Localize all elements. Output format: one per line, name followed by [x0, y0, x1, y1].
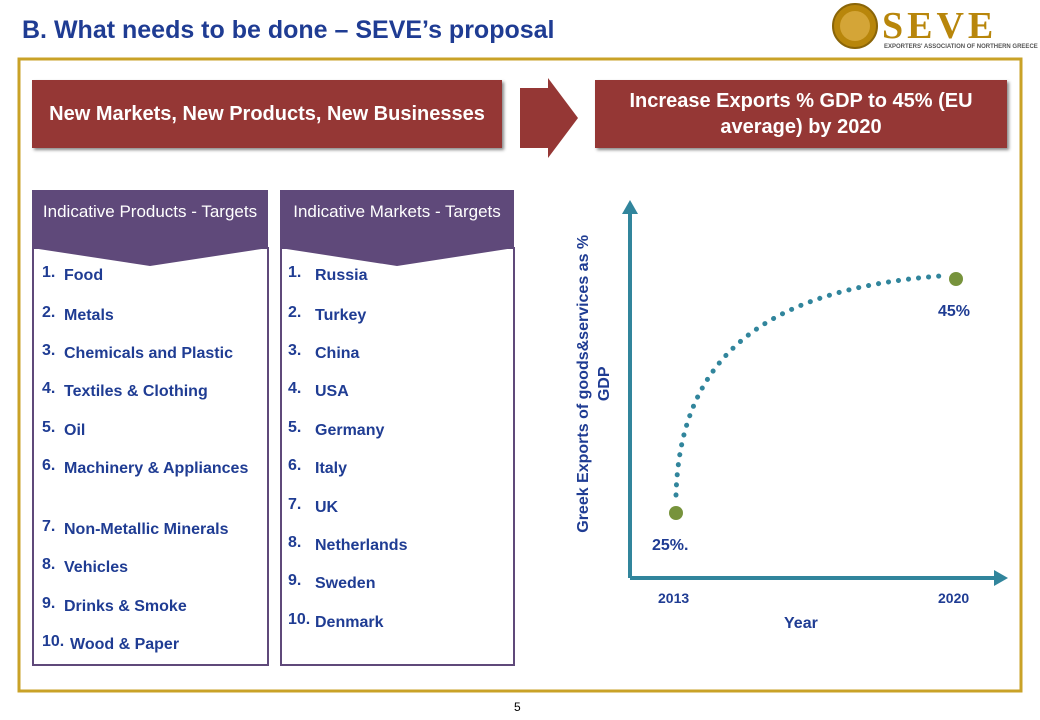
arrow	[520, 78, 578, 158]
list-item: 5. Germany	[288, 419, 508, 442]
item-text: Denmark	[315, 614, 384, 631]
item-text: Non-Metallic Minerals	[64, 521, 229, 538]
item-number: 2.	[288, 304, 302, 321]
list-header	[32, 190, 268, 266]
list-item: 8. Vehicles	[42, 556, 268, 579]
item-text: China	[315, 345, 360, 362]
item-number: 8.	[288, 534, 302, 551]
item-number: 4.	[288, 380, 302, 397]
item-number: 9.	[288, 572, 302, 589]
logo-coin-inner	[840, 11, 870, 41]
end-label: 45%	[938, 303, 971, 320]
item-text: Food	[64, 267, 104, 284]
list-item: 3. China	[288, 342, 508, 365]
item-number: 6.	[288, 457, 302, 474]
item-text: Machinery & Appliances	[64, 460, 249, 477]
page-number: 5	[514, 700, 521, 714]
item-number: 3.	[42, 342, 56, 359]
item-number: 3.	[288, 342, 302, 359]
item-text: Drinks & Smoke	[64, 598, 187, 615]
list-item: 4. Textiles & Clothing	[42, 380, 268, 403]
list-item: 7. Non-Metallic Minerals	[42, 518, 268, 541]
list-item: 10. Denmark	[288, 611, 508, 634]
item-text: Metals	[64, 307, 114, 324]
x-axis-arrow	[994, 570, 1008, 586]
item-text: Oil	[64, 422, 86, 439]
y-axis-arrow	[622, 200, 638, 214]
list-item: 6. Machinery & Appliances	[42, 457, 268, 480]
list-item: 10. Wood & Paper	[42, 633, 268, 656]
item-text: Textiles & Clothing	[64, 383, 208, 400]
item-number: 5.	[288, 419, 302, 436]
item-number: 8.	[42, 556, 56, 573]
item-number: 5.	[42, 419, 56, 436]
item-text: Netherlands	[315, 537, 408, 554]
item-number: 7.	[42, 518, 56, 535]
item-text: Sweden	[315, 575, 376, 592]
growth-curve	[673, 273, 943, 498]
y-axis-label: Greek Exports of goods&services as % GDP	[575, 234, 613, 533]
item-number: 7.	[288, 496, 302, 513]
item-number: 2.	[42, 304, 56, 321]
banner-right: Increase Exports % GDP to 45% (EU averag…	[595, 80, 1007, 148]
list-item: 1. Russia	[288, 264, 508, 287]
list-item: 5. Oil	[42, 419, 268, 442]
item-text: UK	[315, 499, 339, 516]
start-label: 25%.	[652, 537, 689, 554]
banner-left: New Markets, New Products, New Businesse…	[32, 80, 502, 148]
x-axis-label: Year	[784, 615, 818, 632]
item-text: Turkey	[315, 307, 367, 324]
item-text: USA	[315, 383, 349, 400]
start-point	[669, 506, 683, 520]
list-item: 1. Food	[42, 264, 268, 287]
item-text: Italy	[315, 460, 348, 477]
x-tick-label: 2013	[658, 590, 690, 606]
x-tick-label: 2020	[938, 590, 970, 606]
list-item: 2. Turkey	[288, 304, 508, 327]
item-number: 1.	[42, 264, 56, 281]
item-number: 9.	[42, 595, 56, 612]
item-text: Germany	[315, 422, 385, 439]
item-text: Russia	[315, 267, 368, 284]
end-point	[949, 272, 963, 286]
item-number: 10.	[288, 611, 311, 628]
item-number: 6.	[42, 457, 56, 474]
item-number: 4.	[42, 380, 56, 397]
list-item: 3. Chemicals and Plastic	[42, 342, 268, 365]
logo-name: SEVE	[882, 5, 998, 47]
frame	[17, 57, 1023, 693]
title: B. What needs to be done – SEVE’s propos…	[22, 16, 555, 44]
item-text: Wood & Paper	[70, 636, 180, 653]
list-item: 9. Drinks & Smoke	[42, 595, 268, 618]
list-item: 6. Italy	[288, 457, 508, 480]
item-number: 1.	[288, 264, 302, 281]
list-item: 9. Sweden	[288, 572, 508, 595]
list-header	[280, 190, 514, 266]
list-heading: Indicative Products - Targets	[42, 202, 258, 221]
logo-tagline: EXPORTERS' ASSOCIATION OF NORTHERN GREEC…	[884, 44, 1038, 50]
item-text: Chemicals and Plastic	[64, 345, 233, 362]
list-item: 4. USA	[288, 380, 508, 403]
item-number: 10.	[42, 633, 65, 650]
item-text: Vehicles	[64, 559, 129, 576]
list-item: 2. Metals	[42, 304, 268, 327]
list-item: 7. UK	[288, 496, 508, 519]
list-heading: Indicative Markets - Targets	[293, 202, 501, 221]
list-item: 8. Netherlands	[288, 534, 508, 557]
